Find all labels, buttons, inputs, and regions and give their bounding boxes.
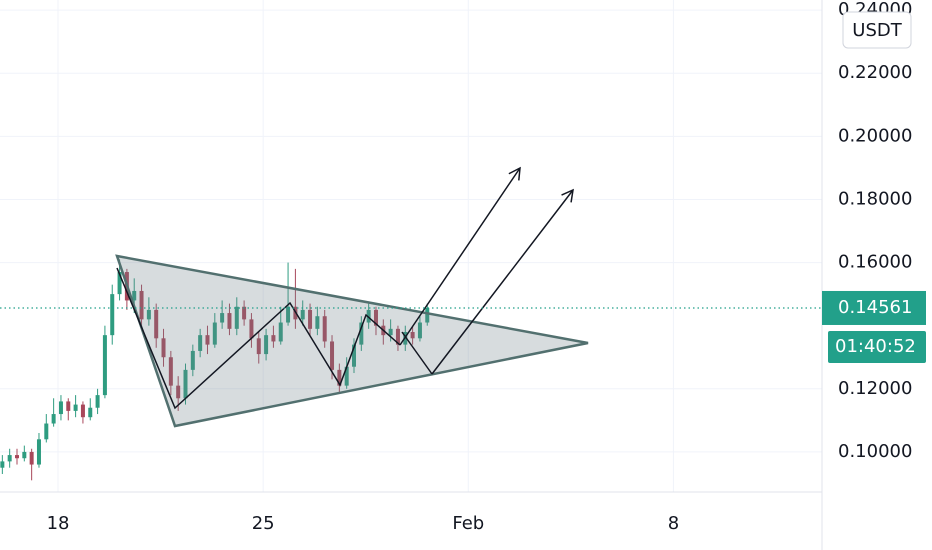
candle-body (190, 350, 195, 370)
candle-body (36, 439, 41, 465)
candle-body (161, 338, 166, 358)
candle-body (242, 306, 247, 320)
candle-body (220, 313, 225, 323)
candle-body (278, 322, 283, 342)
candles (0, 259, 430, 481)
candle-body (58, 401, 63, 415)
candle-body (234, 306, 239, 329)
y-tick-label: 0.18000 (838, 188, 912, 209)
candle-body (410, 331, 415, 339)
triangle-drawing (115, 254, 589, 428)
axes: 0.10000 0.12000 0.16000 0.18000 0.20000 0.220… (0, 0, 926, 534)
candle-body (132, 290, 137, 301)
y-tick-label: 0.10000 (838, 441, 912, 462)
candle-body (271, 335, 276, 342)
candle-body (146, 309, 151, 320)
candle-body (366, 309, 371, 323)
y-tick-label: 0.16000 (838, 252, 912, 273)
arrow-drawing (399, 166, 521, 346)
y-tick-label: 0.20000 (838, 125, 912, 146)
candle-body (7, 455, 12, 462)
x-tick-label: 18 (47, 513, 70, 534)
candle-body (344, 366, 349, 386)
grid (0, 0, 822, 492)
candle-body (264, 335, 269, 355)
currency-button[interactable] (842, 11, 912, 49)
countdown-label: 01:40:52 (835, 336, 916, 357)
candle-body (139, 290, 144, 320)
candle-body (308, 309, 313, 329)
candle-body (88, 407, 93, 418)
last-price-label: 0.14561 (838, 297, 912, 318)
candle-body (300, 309, 305, 320)
candle-body (352, 344, 357, 367)
candle-body (183, 369, 188, 399)
candle-body (256, 338, 261, 355)
y-tick-label: 0.22000 (838, 62, 912, 83)
candle-body (102, 335, 107, 396)
countdown-box (828, 330, 926, 363)
candle-body (205, 335, 210, 345)
candle-body (51, 414, 56, 424)
candle-body (66, 401, 71, 411)
x-tick-label: 25 (252, 513, 275, 534)
candle-body (22, 451, 27, 459)
currency-label: USDT (852, 20, 902, 41)
candle-body (359, 322, 364, 345)
candle-body (249, 319, 254, 339)
x-tick-label: 8 (668, 513, 679, 534)
drawings (115, 166, 589, 428)
candle-body (44, 423, 49, 440)
candle-body (154, 309, 159, 339)
candle-body (198, 335, 203, 351)
candle-body (0, 461, 5, 468)
candle-body (330, 341, 335, 370)
candle-body (29, 451, 34, 465)
candle-body (95, 395, 100, 408)
candle-body (286, 306, 291, 323)
candle-body (425, 307, 430, 323)
candle-body (373, 309, 378, 326)
y-tick-label: 0.12000 (838, 378, 912, 399)
candle-body (417, 322, 422, 339)
line-drawing (401, 331, 433, 375)
arrow-drawing (431, 188, 574, 375)
candle-body (117, 272, 122, 295)
candle-body (110, 294, 115, 336)
candle-body (212, 322, 217, 345)
candle-body (73, 404, 78, 411)
zigzag-drawing (116, 267, 401, 410)
candle-body (395, 328, 400, 345)
candle-body (168, 357, 173, 386)
candle-body (315, 316, 320, 329)
candle-body (176, 385, 181, 399)
candle-body (14, 455, 19, 459)
candle-body (337, 369, 342, 386)
x-tick-label: Feb (452, 513, 484, 534)
candle-body (388, 328, 393, 336)
candle-body (80, 404, 85, 418)
last-price-box (822, 290, 926, 325)
candle-body (322, 316, 327, 342)
candle-body (227, 313, 232, 329)
